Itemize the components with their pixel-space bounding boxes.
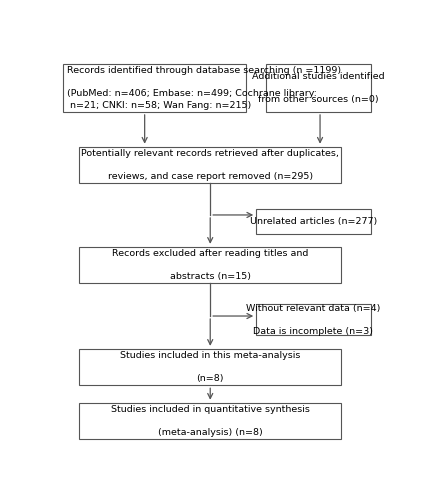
FancyBboxPatch shape bbox=[256, 209, 371, 234]
Text: Unrelated articles (n=277): Unrelated articles (n=277) bbox=[250, 217, 377, 226]
FancyBboxPatch shape bbox=[63, 64, 246, 112]
Text: Studies included in quantitative synthesis

(meta-analysis) (n=8): Studies included in quantitative synthes… bbox=[111, 404, 310, 437]
FancyBboxPatch shape bbox=[266, 64, 371, 112]
FancyBboxPatch shape bbox=[79, 349, 341, 386]
Text: Records identified through database searching (n =1199)

(PubMed: n=406; Embase:: Records identified through database sear… bbox=[67, 66, 341, 110]
Text: Records excluded after reading titles and

abstracts (n=15): Records excluded after reading titles an… bbox=[112, 248, 308, 282]
Text: Without relevant data (n=4)

Data is incomplete (n=3): Without relevant data (n=4) Data is inco… bbox=[246, 304, 381, 336]
Text: Additional studies identified

from other sources (n=0): Additional studies identified from other… bbox=[252, 72, 385, 104]
FancyBboxPatch shape bbox=[79, 402, 341, 439]
FancyBboxPatch shape bbox=[79, 146, 341, 183]
Text: Studies included in this meta-analysis

(n=8): Studies included in this meta-analysis (… bbox=[120, 350, 300, 384]
Text: Potentially relevant records retrieved after duplicates,

reviews, and case repo: Potentially relevant records retrieved a… bbox=[81, 148, 339, 181]
FancyBboxPatch shape bbox=[79, 246, 341, 284]
FancyBboxPatch shape bbox=[256, 304, 371, 336]
